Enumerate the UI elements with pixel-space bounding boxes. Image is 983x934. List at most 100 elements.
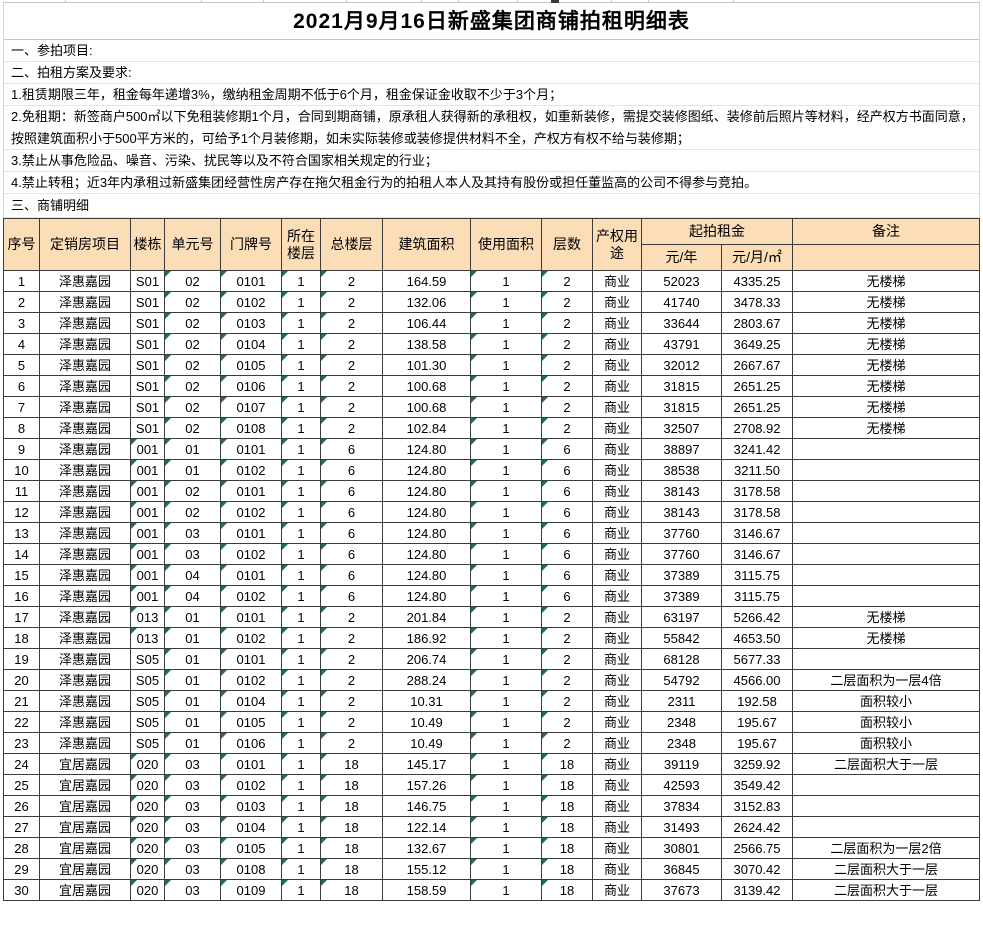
cell-usage[interactable]: 商业 bbox=[592, 501, 642, 523]
cell-usage[interactable]: 商业 bbox=[592, 690, 642, 712]
cell-unit[interactable]: 01 bbox=[164, 438, 221, 460]
cell-seq[interactable]: 2 bbox=[3, 291, 40, 313]
cell-unit[interactable]: 03 bbox=[164, 522, 221, 544]
cell-door[interactable]: 0102 bbox=[220, 291, 282, 313]
header-rent-month[interactable]: 元/月/㎡ bbox=[721, 244, 793, 271]
cell-floor[interactable]: 1 bbox=[281, 480, 321, 502]
cell-total_floors[interactable]: 6 bbox=[320, 522, 383, 544]
cell-usage[interactable]: 商业 bbox=[592, 753, 642, 775]
cell-project[interactable]: 泽惠嘉园 bbox=[39, 417, 131, 439]
cell-remark[interactable]: 无楼梯 bbox=[792, 606, 980, 628]
cell-seq[interactable]: 12 bbox=[3, 501, 40, 523]
cell-floor[interactable]: 1 bbox=[281, 543, 321, 565]
cell-usage[interactable]: 商业 bbox=[592, 312, 642, 334]
cell-rent_month[interactable]: 3139.42 bbox=[721, 879, 793, 901]
cell-usage[interactable]: 商业 bbox=[592, 669, 642, 691]
cell-seq[interactable]: 7 bbox=[3, 396, 40, 418]
cell-seq[interactable]: 30 bbox=[3, 879, 40, 901]
cell-use_area[interactable]: 1 bbox=[470, 585, 542, 607]
cell-usage[interactable]: 商业 bbox=[592, 774, 642, 796]
cell-floor[interactable]: 1 bbox=[281, 648, 321, 670]
cell-seq[interactable]: 16 bbox=[3, 585, 40, 607]
cell-building[interactable]: 020 bbox=[130, 816, 165, 838]
cell-build_area[interactable]: 101.30 bbox=[382, 354, 471, 376]
cell-rent_month[interactable]: 195.67 bbox=[721, 732, 793, 754]
cell-rent_month[interactable]: 3649.25 bbox=[721, 333, 793, 355]
cell-use_area[interactable]: 1 bbox=[470, 438, 542, 460]
cell-total_floors[interactable]: 18 bbox=[320, 753, 383, 775]
cell-floors[interactable]: 6 bbox=[541, 438, 593, 460]
cell-remark[interactable]: 面积较小 bbox=[792, 711, 980, 733]
cell-rent_month[interactable]: 3115.75 bbox=[721, 585, 793, 607]
cell-usage[interactable]: 商业 bbox=[592, 291, 642, 313]
cell-unit[interactable]: 02 bbox=[164, 396, 221, 418]
cell-rent_year[interactable]: 31493 bbox=[641, 816, 722, 838]
cell-door[interactable]: 0106 bbox=[220, 732, 282, 754]
cell-use_area[interactable]: 1 bbox=[470, 501, 542, 523]
cell-rent_month[interactable]: 2708.92 bbox=[721, 417, 793, 439]
cell-floors[interactable]: 6 bbox=[541, 564, 593, 586]
cell-total_floors[interactable]: 2 bbox=[320, 606, 383, 628]
cell-rent_year[interactable]: 31815 bbox=[641, 375, 722, 397]
cell-door[interactable]: 0101 bbox=[220, 753, 282, 775]
cell-floors[interactable]: 2 bbox=[541, 627, 593, 649]
cell-build_area[interactable]: 146.75 bbox=[382, 795, 471, 817]
cell-rent_year[interactable]: 37834 bbox=[641, 795, 722, 817]
cell-unit[interactable]: 03 bbox=[164, 879, 221, 901]
cell-rent_year[interactable]: 52023 bbox=[641, 270, 722, 292]
cell-door[interactable]: 0105 bbox=[220, 354, 282, 376]
cell-project[interactable]: 泽惠嘉园 bbox=[39, 501, 131, 523]
cell-build_area[interactable]: 206.74 bbox=[382, 648, 471, 670]
cell-rent_month[interactable]: 3152.83 bbox=[721, 795, 793, 817]
cell-use_area[interactable]: 1 bbox=[470, 648, 542, 670]
cell-total_floors[interactable]: 6 bbox=[320, 585, 383, 607]
cell-building[interactable]: 001 bbox=[130, 585, 165, 607]
cell-rent_month[interactable]: 2651.25 bbox=[721, 375, 793, 397]
cell-floors[interactable]: 6 bbox=[541, 585, 593, 607]
cell-floor[interactable]: 1 bbox=[281, 501, 321, 523]
cell-rent_year[interactable]: 41740 bbox=[641, 291, 722, 313]
cell-floor[interactable]: 1 bbox=[281, 585, 321, 607]
cell-seq[interactable]: 3 bbox=[3, 312, 40, 334]
cell-remark[interactable] bbox=[792, 774, 980, 796]
cell-rent_year[interactable]: 37760 bbox=[641, 543, 722, 565]
cell-unit[interactable]: 02 bbox=[164, 501, 221, 523]
cell-total_floors[interactable]: 2 bbox=[320, 711, 383, 733]
cell-total_floors[interactable]: 2 bbox=[320, 417, 383, 439]
cell-total_floors[interactable]: 6 bbox=[320, 564, 383, 586]
cell-rent_year[interactable]: 36845 bbox=[641, 858, 722, 880]
cell-building[interactable]: S01 bbox=[130, 354, 165, 376]
cell-floors[interactable]: 18 bbox=[541, 837, 593, 859]
cell-unit[interactable]: 02 bbox=[164, 270, 221, 292]
cell-use_area[interactable]: 1 bbox=[470, 333, 542, 355]
cell-seq[interactable]: 9 bbox=[3, 438, 40, 460]
cell-total_floors[interactable]: 18 bbox=[320, 774, 383, 796]
cell-floor[interactable]: 1 bbox=[281, 312, 321, 334]
cell-floors[interactable]: 6 bbox=[541, 543, 593, 565]
cell-total_floors[interactable]: 18 bbox=[320, 837, 383, 859]
cell-building[interactable]: 020 bbox=[130, 837, 165, 859]
cell-floor[interactable]: 1 bbox=[281, 669, 321, 691]
cell-door[interactable]: 0101 bbox=[220, 438, 282, 460]
cell-total_floors[interactable]: 2 bbox=[320, 690, 383, 712]
rule-1[interactable]: 1.租赁期限三年，租金每年递增3%，缴纳租金周期不低于6个月，租金保证金收取不少… bbox=[4, 84, 979, 106]
cell-building[interactable]: S05 bbox=[130, 711, 165, 733]
cell-floors[interactable]: 18 bbox=[541, 753, 593, 775]
cell-unit[interactable]: 02 bbox=[164, 312, 221, 334]
cell-rent_month[interactable]: 5266.42 bbox=[721, 606, 793, 628]
cell-project[interactable]: 泽惠嘉园 bbox=[39, 312, 131, 334]
cell-use_area[interactable]: 1 bbox=[470, 774, 542, 796]
cell-build_area[interactable]: 132.06 bbox=[382, 291, 471, 313]
cell-remark[interactable] bbox=[792, 438, 980, 460]
cell-rent_year[interactable]: 38143 bbox=[641, 480, 722, 502]
cell-use_area[interactable]: 1 bbox=[470, 753, 542, 775]
header-usage[interactable]: 产权用途 bbox=[592, 218, 642, 271]
cell-unit[interactable]: 03 bbox=[164, 858, 221, 880]
cell-building[interactable]: S01 bbox=[130, 396, 165, 418]
cell-unit[interactable]: 02 bbox=[164, 480, 221, 502]
cell-door[interactable]: 0105 bbox=[220, 711, 282, 733]
cell-usage[interactable]: 商业 bbox=[592, 711, 642, 733]
cell-floor[interactable]: 1 bbox=[281, 564, 321, 586]
cell-total_floors[interactable]: 2 bbox=[320, 291, 383, 313]
cell-floors[interactable]: 6 bbox=[541, 501, 593, 523]
